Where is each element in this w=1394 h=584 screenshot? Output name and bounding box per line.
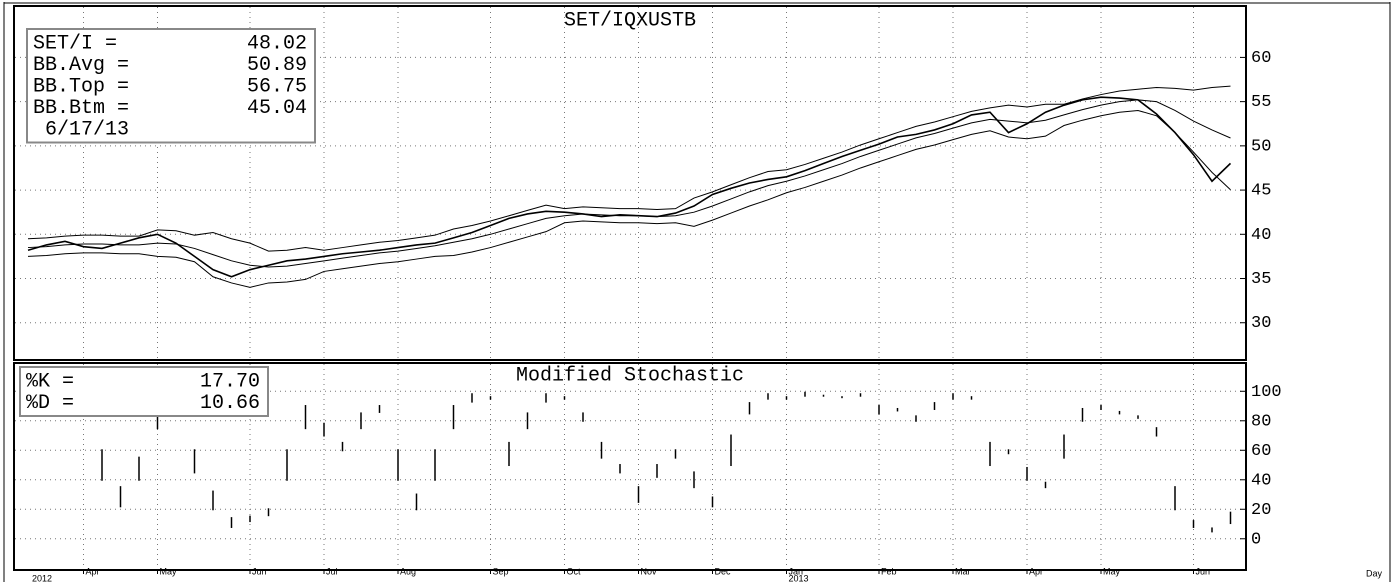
x-tick-label: May (1103, 566, 1121, 576)
y-tick-label: 60 (1251, 442, 1271, 461)
x-tick-label: Aug (400, 566, 416, 576)
y-tick-label: 50 (1251, 137, 1271, 156)
readout-value: 48.02 (247, 32, 307, 55)
x-tick-label: Mar (955, 566, 971, 576)
x-tick-label: Nov (641, 566, 658, 576)
y-tick-label: 40 (1251, 471, 1271, 490)
x-tick-label: Oct (567, 566, 582, 576)
x-tick-label: Dec (715, 566, 732, 576)
readout-label: SET/I = (33, 32, 117, 55)
x-tick-label: Feb (881, 566, 897, 576)
y-tick-label: 20 (1251, 501, 1271, 520)
x-tick-label: Apr (1029, 566, 1043, 576)
x-tick-label: May (160, 566, 178, 576)
x-tick-label: Sep (493, 566, 509, 576)
x-tick-label: Apr (86, 566, 100, 576)
y-tick-label: 35 (1251, 270, 1271, 289)
chart-title: Modified Stochastic (516, 364, 744, 387)
readout-label: BB.Top = (33, 75, 129, 98)
readout-value: 45.04 (247, 97, 307, 120)
readout-label: %K = (26, 370, 74, 393)
y-tick-label: 40 (1251, 226, 1271, 245)
x-tick-label: Jul (326, 566, 338, 576)
y-tick-label: 30 (1251, 314, 1271, 333)
readout-value: 56.75 (247, 75, 307, 98)
x-unit-label: Day (1366, 568, 1383, 578)
readout-value: 50.89 (247, 54, 307, 77)
year-label: 2013 (789, 573, 809, 583)
y-tick-label: 80 (1251, 412, 1271, 431)
y-tick-label: 100 (1251, 383, 1282, 402)
y-tick-label: 0 (1251, 530, 1261, 549)
readout-value: 10.66 (200, 392, 260, 415)
readout-label: BB.Btm = (33, 97, 129, 120)
chart: SET/IQXUSTB Modified Stochastic Day 30 35… (0, 0, 1394, 584)
readout-date: 6/17/13 (45, 118, 129, 141)
year-label: 2012 (32, 573, 52, 583)
y-tick-label: 45 (1251, 182, 1271, 201)
chart-title: SET/IQXUSTB (564, 9, 696, 32)
y-tick-label: 55 (1251, 93, 1271, 112)
x-tick-label: Jun (1196, 566, 1211, 576)
readout-label: %D = (26, 392, 74, 415)
readout-value: 17.70 (200, 370, 260, 393)
readout-label: BB.Avg = (33, 54, 129, 77)
x-tick-label: Jun (252, 566, 267, 576)
y-tick-label: 60 (1251, 49, 1271, 68)
